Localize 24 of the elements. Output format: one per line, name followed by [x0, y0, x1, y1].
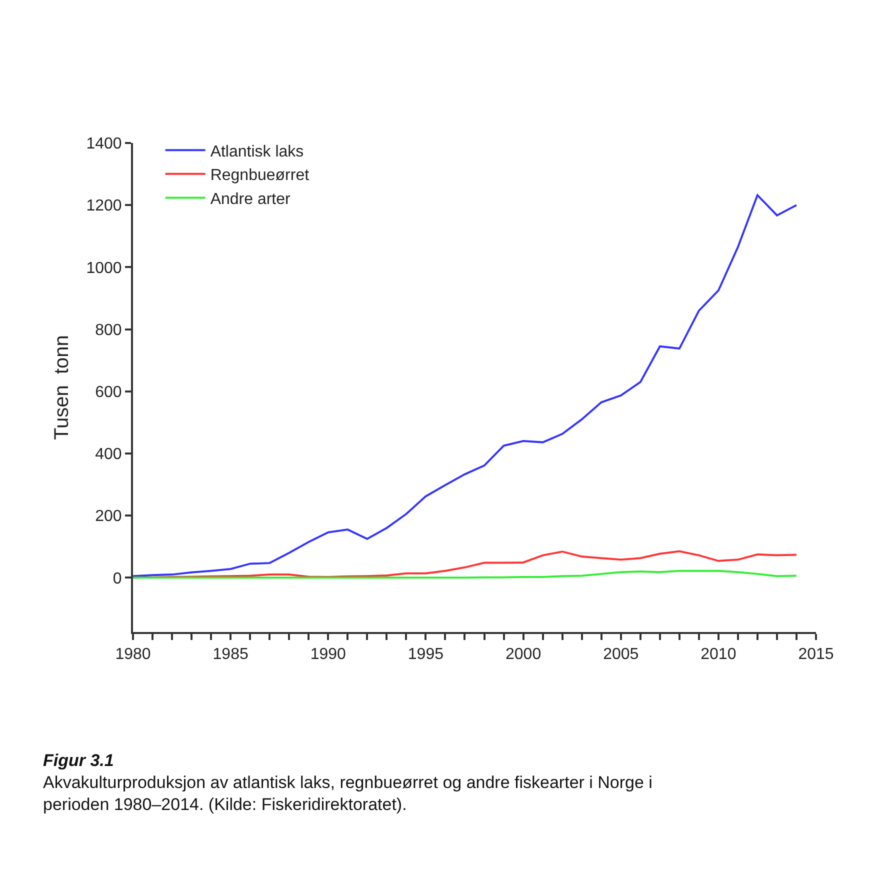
- line-series: [133, 570, 798, 579]
- y-tick-label: 800: [95, 322, 122, 339]
- y-tick-label: 0: [112, 570, 122, 588]
- x-tick-label: 2005: [603, 646, 639, 664]
- line-series: [133, 194, 798, 578]
- y-tick-label: 1400: [86, 136, 122, 153]
- legend-label: Andre arter: [210, 190, 292, 208]
- y-axis-title: Tusen tonn: [51, 335, 74, 440]
- text: Figur 3.1: [43, 751, 114, 770]
- y-tick-label: 600: [95, 384, 122, 401]
- x-tick-label: 1985: [212, 646, 248, 664]
- legend-label: Atlantisk laks: [210, 143, 304, 160]
- legend-label: Regnbueørret: [210, 167, 310, 184]
- x-tick-label: 2010: [700, 646, 736, 664]
- y-tick-label: 1200: [86, 198, 122, 215]
- y-tick-label: 1000: [86, 260, 122, 277]
- x-tick-label: 1980: [115, 646, 151, 664]
- y-tick-label: 200: [95, 508, 122, 526]
- text: Akvakulturproduksjon av atlantisk laks, regnbueørret og andre fiskearter i Norge i perioden 1980–2014. (Kilde: Fiskeridirektoratet).: [43, 773, 652, 814]
- x-tick-label: 1990: [310, 646, 346, 664]
- x-tick-label: 2000: [505, 646, 542, 664]
- x-tick-label: 1995: [408, 646, 444, 664]
- x-tick-label: 2015: [798, 646, 834, 664]
- y-tick-label: 400: [95, 446, 122, 464]
